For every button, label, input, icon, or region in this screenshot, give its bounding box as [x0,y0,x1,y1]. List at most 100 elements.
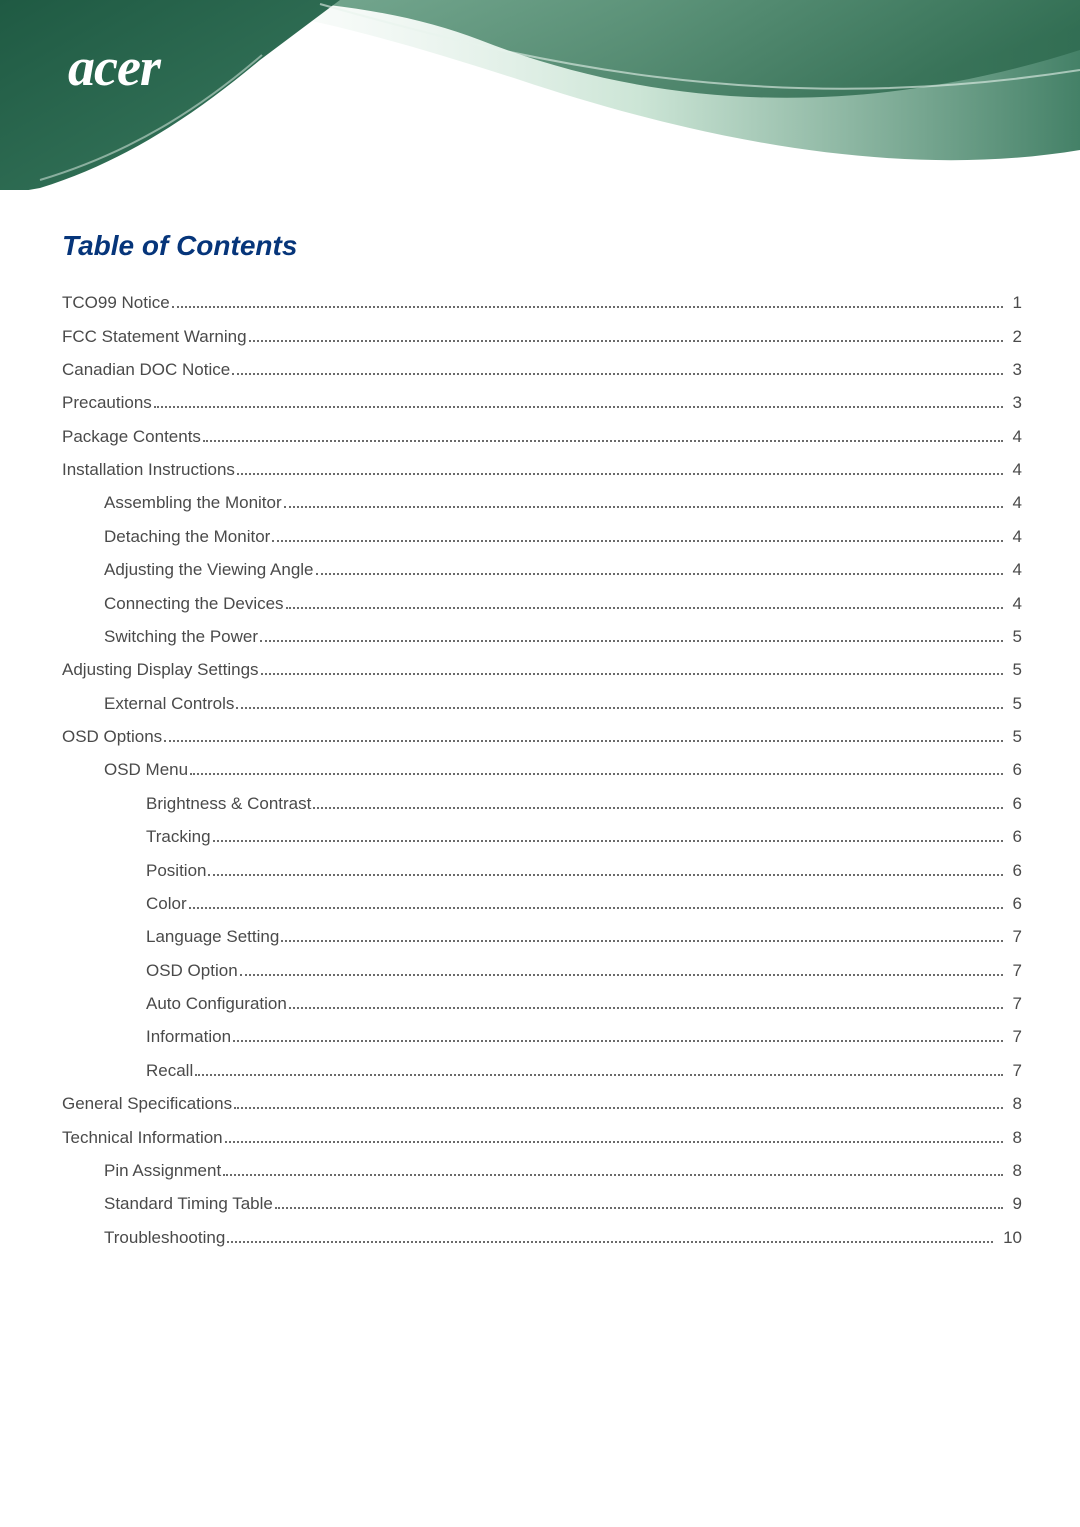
toc-dot-leader [208,874,1002,876]
toc-entry-label: Auto Configuration [146,995,287,1012]
toc-dot-leader [223,1174,1002,1176]
toc-entry: Precautions 3 [62,386,1022,419]
toc-entry-label: Adjusting the Viewing Angle [104,561,314,578]
toc-entry-label: External Controls [104,695,234,712]
toc-entry-label: Pin Assignment [104,1162,221,1179]
page-root: acer Table of Contents TCO99 Notice 1 FCC … [0,0,1080,1527]
toc-entry-page: 5 [1007,661,1022,678]
toc-entry: Color 6 [62,887,1022,920]
toc-dot-leader [189,907,1003,909]
toc-entry: OSD Menu6 [62,753,1022,786]
toc-entry-page: 5 [1007,628,1022,645]
toc-entry-label: Precautions [62,394,152,411]
toc-entry-label: Adjusting Display Settings [62,661,259,678]
toc-entry: Canadian DOC Notice 3 [62,353,1022,386]
toc-entry-page: 3 [1007,361,1022,378]
toc-entry-page: 4 [1007,494,1022,511]
toc-entry-label: Technical Information [62,1129,223,1146]
toc-entry: External Controls 5 [62,687,1022,720]
toc-entry: Standard Timing Table9 [62,1187,1022,1220]
toc-entry-label: General Specifications [62,1095,232,1112]
toc-entry-label: Installation Instructions [62,461,235,478]
toc-entry-page: 6 [1007,761,1022,778]
toc-dot-leader [272,540,1002,542]
toc-entry-label: Connecting the Devices [104,595,284,612]
toc-entry: Technical Information 8 [62,1120,1022,1153]
page-title: Table of Contents [62,230,1022,262]
toc-entry-page: 8 [1007,1162,1022,1179]
toc-entry: Brightness & Contrast 6 [62,787,1022,820]
toc-dot-leader [213,840,1003,842]
toc-entry-page: 4 [1007,561,1022,578]
toc-dot-leader [236,707,1002,709]
toc-entry-label: Troubleshooting [104,1229,225,1246]
toc-entry: Assembling the Monitor4 [62,486,1022,519]
toc-entry-page: 4 [1007,461,1022,478]
toc-entry-page: 3 [1007,394,1022,411]
toc-entry: Switching the Power 5 [62,620,1022,653]
toc-entry: Position 6 [62,853,1022,886]
toc-entry: General Specifications8 [62,1087,1022,1120]
toc-entry-label: Canadian DOC Notice [62,361,230,378]
toc-entry: Troubleshooting 10 [62,1221,1022,1254]
toc-entry: Connecting the Devices 4 [62,586,1022,619]
toc-dot-leader [316,573,1003,575]
toc-entry: Installation Instructions 4 [62,453,1022,486]
toc-dot-leader [286,607,1003,609]
toc-dot-leader [234,1107,1002,1109]
toc-dot-leader [261,673,1003,675]
toc-entry-label: Position [146,862,206,879]
toc-dot-leader [260,640,1003,642]
toc-entry-page: 6 [1007,862,1022,879]
toc-entry-label: OSD Option [146,962,238,979]
toc-entry-page: 5 [1007,728,1022,745]
toc-entry-page: 1 [1007,294,1022,311]
toc-entry: Package Contents4 [62,420,1022,453]
toc-entry-page: 4 [1007,528,1022,545]
toc-dot-leader [237,473,1003,475]
toc-entry-page: 6 [1007,795,1022,812]
toc-entry-page: 6 [1007,828,1022,845]
toc-entry-page: 8 [1007,1129,1022,1146]
brand-logo: acer [68,36,160,98]
toc-entry: Auto Configuration7 [62,987,1022,1020]
toc-entry-page: 4 [1007,595,1022,612]
toc-dot-leader [313,807,1002,809]
toc-dot-leader [203,440,1003,442]
toc-entry-page: 5 [1007,695,1022,712]
toc-entry-page: 7 [1007,1062,1022,1079]
toc-entry-page: 6 [1007,895,1022,912]
toc-entry-label: Brightness & Contrast [146,795,311,812]
toc-dot-leader [225,1141,1003,1143]
toc-entry: Information 7 [62,1020,1022,1053]
toc-entry-label: Detaching the Monitor [104,528,270,545]
toc-entry: OSD Options 5 [62,720,1022,753]
toc-dot-leader [154,406,1003,408]
toc-entry-page: 10 [997,1229,1022,1246]
toc-dot-leader [284,506,1003,508]
toc-entry: Adjusting the Viewing Angle 4 [62,553,1022,586]
toc-dot-leader [190,773,1002,775]
toc-entry-label: Language Setting [146,928,279,945]
toc-entry-label: FCC Statement Warning [62,328,247,345]
header-banner [0,0,1080,190]
toc-entry-label: Standard Timing Table [104,1195,273,1212]
toc-dot-leader [164,740,1002,742]
toc-entry-label: Switching the Power [104,628,258,645]
toc-entry-label: Package Contents [62,428,201,445]
toc-entry-label: TCO99 Notice [62,294,170,311]
toc-entry-label: Color [146,895,187,912]
toc-dot-leader [289,1007,1003,1009]
toc-entry-page: 7 [1007,928,1022,945]
toc-entry-page: 7 [1007,1028,1022,1045]
toc-entry: Language Setting 7 [62,920,1022,953]
toc-entry-label: Information [146,1028,231,1045]
toc-entry-label: Recall [146,1062,193,1079]
toc-entry-label: OSD Options [62,728,162,745]
toc-entry-page: 2 [1007,328,1022,345]
toc-entry: Recall 7 [62,1054,1022,1087]
toc-dot-leader [227,1241,993,1243]
toc-dot-leader [195,1074,1002,1076]
toc-entry: Detaching the Monitor 4 [62,520,1022,553]
toc-dot-leader [275,1207,1003,1209]
